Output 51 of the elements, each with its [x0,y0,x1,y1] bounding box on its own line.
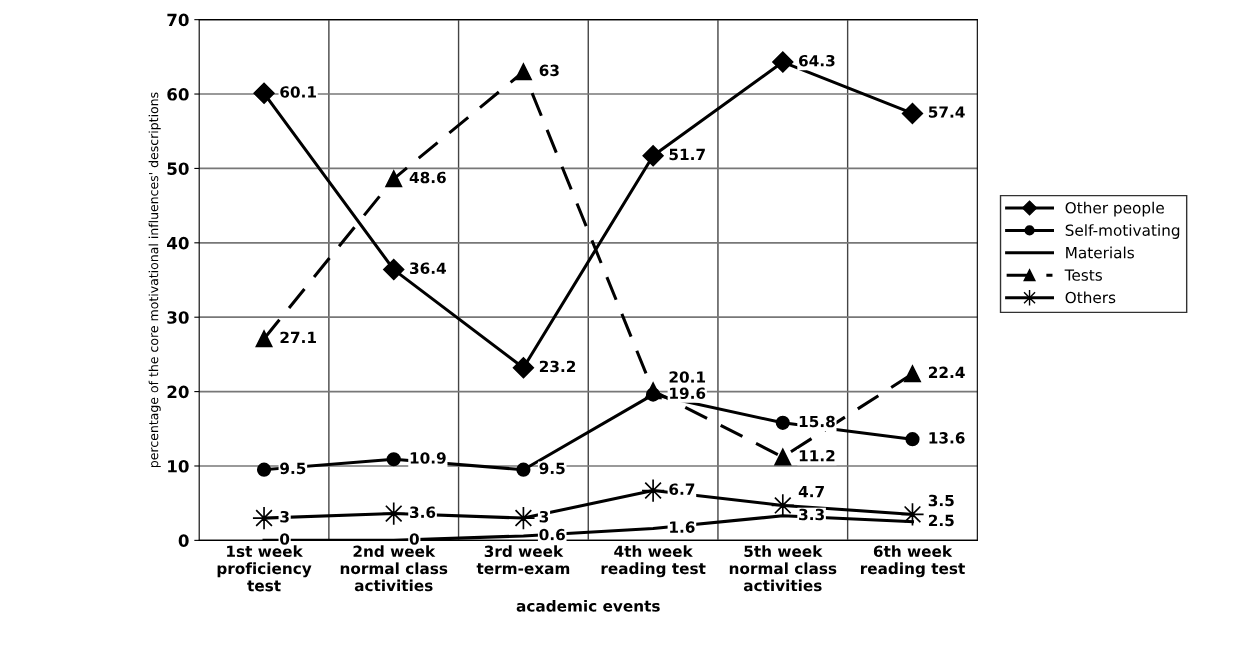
y-tick-label: 60 [167,88,189,101]
y-axis-title: percentage of the core motivational influences' descriptions [148,92,161,468]
data-label: 23.2 [539,360,576,373]
legend-label: Tests [1064,269,1102,281]
data-label: 1.6 [670,521,695,533]
data-label: 0.6 [539,528,565,541]
x-tick-label: 5th week normal class activities [729,545,837,592]
y-tick-label: 70 [167,13,189,27]
data-label: 64.3 [799,54,835,67]
data-label: 2.5 [928,514,954,527]
data-label: 10.9 [410,452,446,464]
data-label: 36.4 [410,262,446,275]
y-tick-label: 40 [167,236,189,250]
x-tick-label: 6th week reading test [860,545,965,578]
data-label: 22.4 [928,366,965,378]
data-label: 27.1 [280,331,316,343]
data-label: 60.1 [280,86,316,98]
x-tick-label: 2nd week normal class activities [340,545,448,592]
data-label: 20.1 [669,371,706,383]
legend-label: Others [1065,291,1116,304]
data-label: 3.5 [928,494,954,507]
x-tick-label: 3rd week term-exam [476,545,570,575]
y-tick-label: 30 [167,311,189,324]
legend-label: Other people [1065,201,1164,217]
data-label: 3.3 [799,508,824,521]
data-label: 63 [539,64,559,77]
data-label: 4.7 [798,485,824,498]
data-label: 3 [539,510,549,523]
data-label: 48.6 [409,171,446,184]
data-label: 15.8 [799,415,835,428]
data-label: 11.2 [799,449,835,462]
data-label: 9.5 [539,462,565,475]
data-label: 3 [280,510,289,523]
legend-label: Self-motivating [1065,224,1180,239]
data-label: 0 [280,533,290,545]
y-tick-label: 10 [168,459,189,473]
data-label: 19.6 [670,387,706,399]
legend-label: Materials [1066,246,1134,259]
x-axis-title: academic events [516,599,660,612]
data-label: 0 [409,533,419,545]
data-label: 57.4 [928,106,965,118]
data-label: 9.5 [280,462,306,475]
x-tick-label: 1st week proficiency test [217,545,312,592]
data-label: 51.7 [669,148,705,161]
y-tick-label: 20 [167,385,189,399]
data-label: 13.6 [929,432,965,444]
x-tick-label: 4th week reading test [601,545,706,578]
y-tick-label: 0 [178,534,189,547]
data-label: 6.7 [669,483,695,495]
data-label: 3.6 [410,506,436,519]
y-tick-label: 50 [167,162,189,175]
